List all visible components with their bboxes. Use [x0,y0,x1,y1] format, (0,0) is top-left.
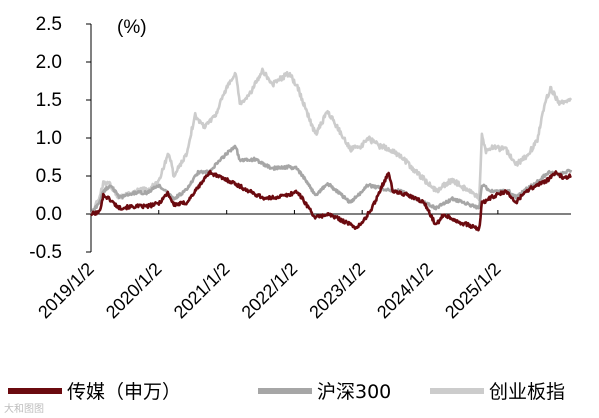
y-unit-label: (%) [117,17,147,38]
y-tick-label: 1.5 [36,90,62,111]
legend-label: 传媒（申万） [67,381,181,403]
y-axis: -0.5 0.0 0.5 1.0 1.5 2.0 2.5 [29,14,92,263]
x-tick-label: 2024/1/2 [373,259,437,323]
legend-label: 沪深300 [317,381,391,403]
x-tick-label: 2019/1/2 [34,259,98,323]
x-tick-label: 2025/1/2 [441,259,505,323]
x-tick-label: 2023/1/2 [305,259,369,323]
plot-lines [90,67,573,232]
x-tick-label: 2020/1/2 [102,259,166,323]
x-tick-label: 2021/1/2 [170,259,234,323]
y-tick-label: 1.0 [36,128,62,149]
legend: 传媒（申万） 沪深300 创业板指 [8,381,565,403]
y-tick-label: 2.5 [36,14,62,35]
y-tick-label: 2.0 [36,52,62,73]
x-tick-label: 2022/1/2 [238,259,302,323]
y-tick-label: -0.5 [29,242,62,263]
watermark-text: 大和图图 [4,402,44,415]
legend-label: 创业板指 [489,381,565,403]
series-line [90,144,573,216]
y-tick-label: 0.0 [36,204,62,225]
series-line [90,169,572,232]
series-line [90,67,573,216]
y-tick-label: 0.5 [36,166,62,187]
x-axis: 2019/1/2 2020/1/2 2021/1/2 2022/1/2 2023/1/2… [34,210,571,322]
